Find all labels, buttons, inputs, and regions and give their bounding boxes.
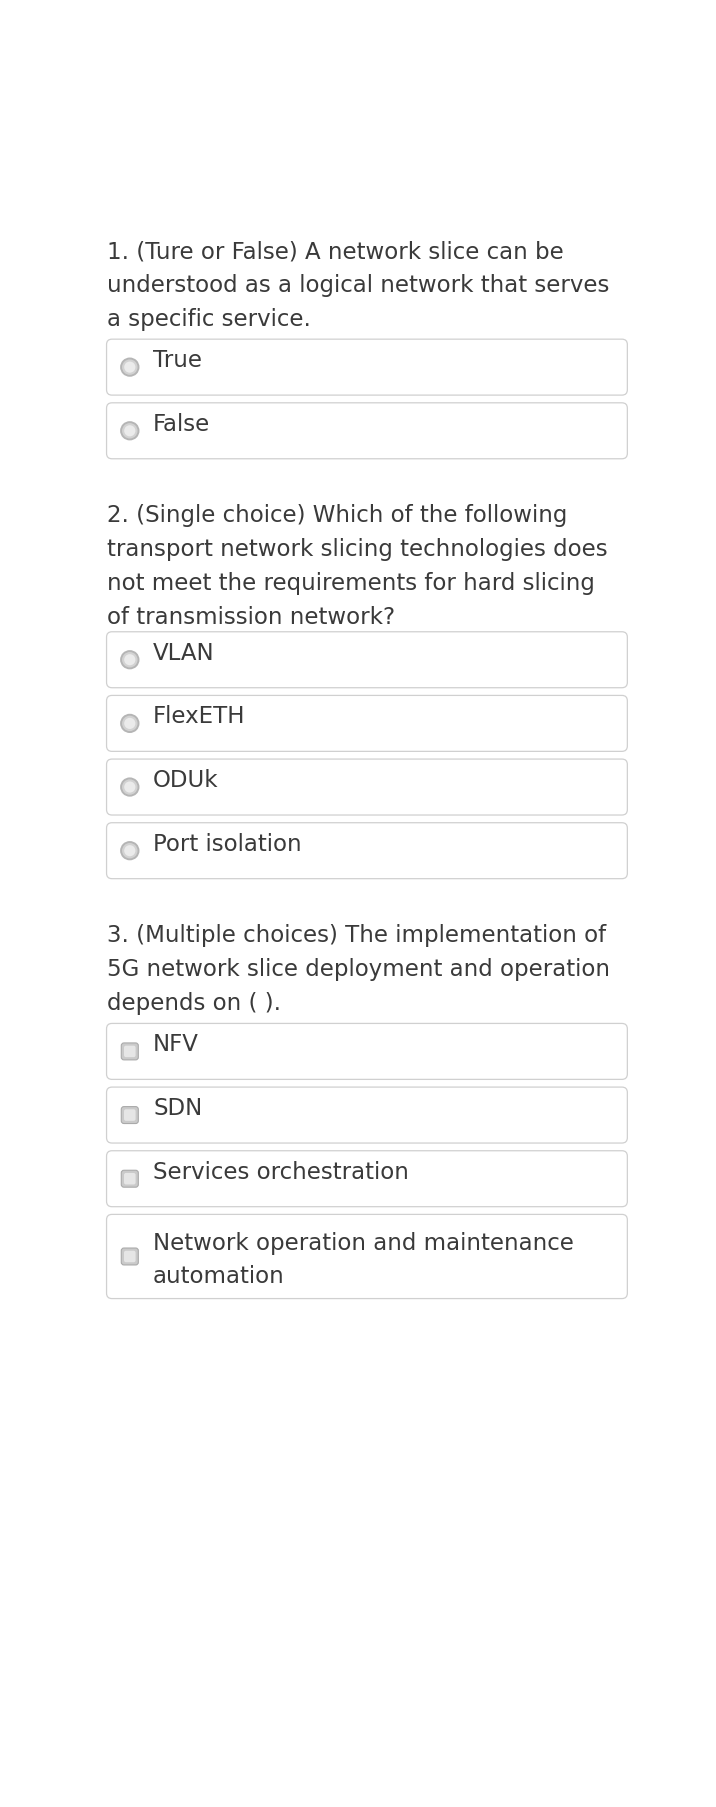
FancyBboxPatch shape [121,1249,138,1265]
Circle shape [122,716,137,732]
Text: NFV: NFV [153,1034,199,1055]
FancyBboxPatch shape [121,1043,138,1061]
Circle shape [124,426,135,437]
FancyBboxPatch shape [124,1109,135,1120]
Circle shape [120,358,140,378]
Circle shape [120,421,140,441]
Circle shape [124,654,135,667]
FancyBboxPatch shape [121,1108,138,1124]
Text: 3. (Multiple choices) The implementation of
5G network slice deployment and oper: 3. (Multiple choices) The implementation… [107,923,609,1014]
Circle shape [124,719,135,730]
Text: True: True [153,349,202,372]
Circle shape [120,842,140,860]
Circle shape [120,651,140,670]
Text: SDN: SDN [153,1097,203,1120]
Circle shape [124,782,135,793]
Circle shape [122,425,137,439]
Circle shape [120,779,140,797]
Circle shape [122,652,137,669]
Text: FlexETH: FlexETH [153,705,246,728]
FancyBboxPatch shape [121,1171,138,1187]
FancyBboxPatch shape [107,632,627,688]
FancyBboxPatch shape [107,340,627,396]
Text: Services orchestration: Services orchestration [153,1160,409,1184]
Circle shape [122,360,137,376]
FancyBboxPatch shape [107,1025,627,1081]
FancyBboxPatch shape [107,824,627,880]
Circle shape [122,844,137,858]
FancyBboxPatch shape [107,759,627,815]
FancyBboxPatch shape [124,1173,135,1185]
Circle shape [124,846,135,857]
Text: Network operation and maintenance
automation: Network operation and maintenance automa… [153,1231,574,1288]
Text: Port isolation: Port isolation [153,833,301,855]
FancyBboxPatch shape [107,1214,627,1299]
FancyBboxPatch shape [107,1151,627,1207]
Text: False: False [153,412,211,435]
Text: ODUk: ODUk [153,768,218,791]
FancyBboxPatch shape [107,403,627,459]
FancyBboxPatch shape [107,696,627,752]
Text: VLAN: VLAN [153,641,215,665]
Circle shape [122,781,137,795]
Text: 1. (Ture or False) A network slice can be
understood as a logical network that s: 1. (Ture or False) A network slice can b… [107,240,609,331]
Circle shape [120,714,140,734]
FancyBboxPatch shape [124,1046,135,1057]
FancyBboxPatch shape [124,1250,135,1263]
FancyBboxPatch shape [107,1088,627,1144]
Text: 2. (Single choice) Which of the following
transport network slicing technologies: 2. (Single choice) Which of the followin… [107,504,607,629]
Circle shape [124,363,135,374]
